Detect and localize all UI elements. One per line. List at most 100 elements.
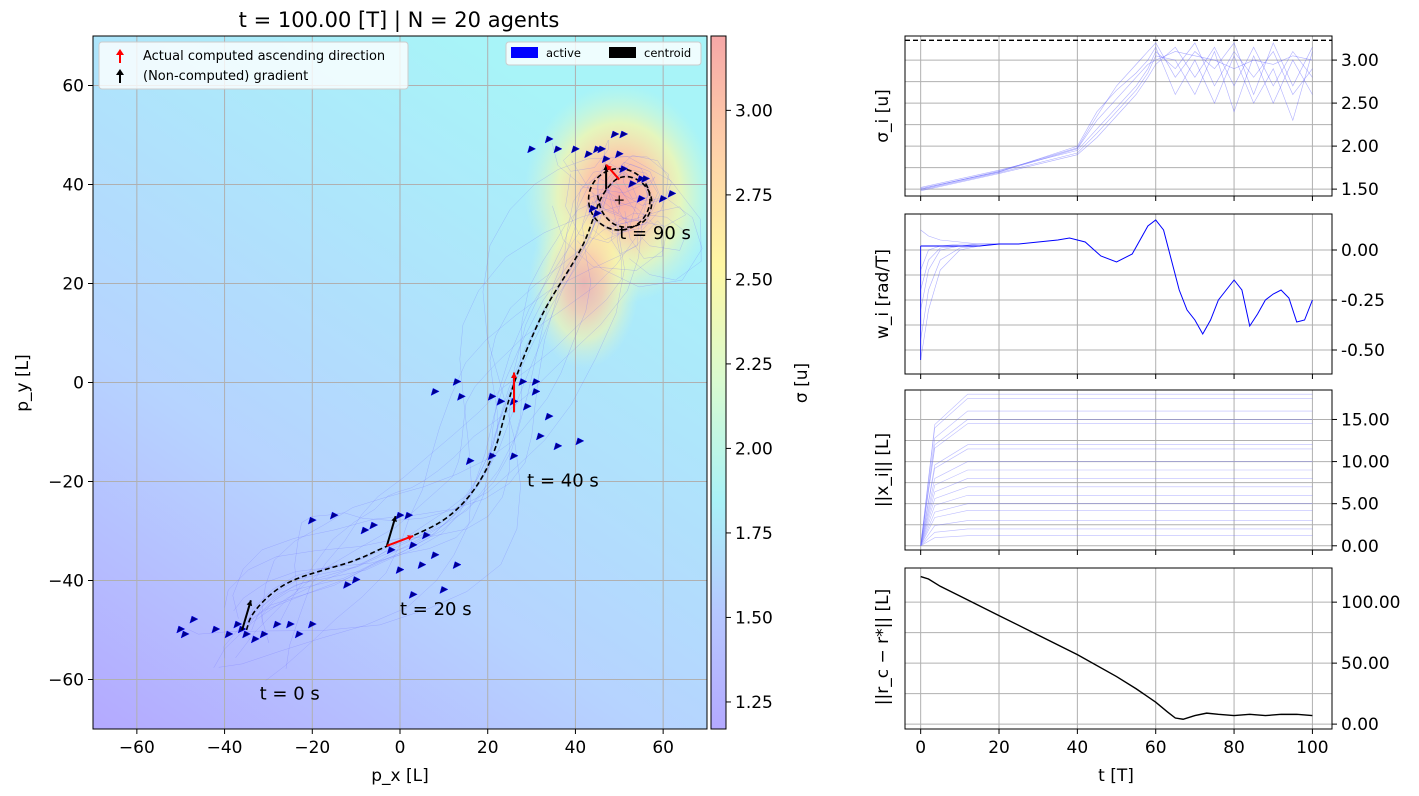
y-tick-label: 20 bbox=[62, 275, 84, 295]
agent-trail bbox=[235, 160, 687, 658]
subplot-frame bbox=[904, 35, 1333, 197]
agent-marker bbox=[395, 511, 405, 520]
main-ticks: −60 −40 −20 0 20 40 60 −60 −40 −20 0 20 40 60 bbox=[48, 77, 674, 759]
offset-series-line bbox=[920, 398, 1313, 546]
agent-trail bbox=[246, 168, 658, 624]
x-tick-label: −40 bbox=[207, 738, 243, 758]
agent-trail bbox=[189, 156, 702, 635]
agent-marker bbox=[329, 511, 339, 520]
x-tick-label: 80 bbox=[1223, 738, 1245, 758]
centroid-orbit-circle bbox=[587, 167, 651, 231]
y-tick-label: 60 bbox=[62, 77, 84, 97]
y-axis-label: p_y [L] bbox=[13, 354, 33, 412]
sigma-series-line bbox=[920, 46, 1313, 189]
omega-transient-line bbox=[920, 243, 1000, 291]
y-tick-label: 2.50 bbox=[1341, 94, 1379, 114]
sigma-series-line bbox=[920, 42, 1313, 188]
offset-series-line bbox=[920, 478, 1313, 546]
sigma-series-line bbox=[920, 42, 1313, 190]
agent-marker bbox=[619, 130, 629, 139]
active-swatch bbox=[511, 47, 538, 58]
subplot-distance: 0.00 50.00 100.00 0 20 40 60 80 100 ||r_c − r*||… bbox=[873, 567, 1400, 786]
agent-marker bbox=[614, 150, 624, 159]
agent-marker bbox=[395, 566, 405, 575]
omega-series-line bbox=[920, 219, 1313, 336]
main-map-panel: + −60 −40 −20 0 20 40 60 −60 −40 −20 0 20 40 60 t = 1… bbox=[13, 8, 708, 786]
centroid-path bbox=[245, 175, 653, 631]
offset-series-line bbox=[920, 423, 1313, 546]
colorbar-tick-label: 1.50 bbox=[735, 608, 773, 628]
agent-marker bbox=[272, 620, 282, 629]
y-tick-label: 0.00 bbox=[1341, 715, 1379, 735]
legend-status: active centroid bbox=[505, 41, 702, 66]
y-tick-label: 2.00 bbox=[1341, 137, 1379, 157]
agent-marker bbox=[211, 625, 221, 634]
agent-marker bbox=[641, 175, 651, 184]
x-tick-label: 40 bbox=[565, 738, 587, 758]
subplot-frame bbox=[904, 213, 1333, 375]
omega-transient-line bbox=[920, 229, 1000, 245]
offset-series-line bbox=[920, 393, 1313, 546]
subplot-frame bbox=[904, 567, 1333, 730]
colorbar: 1.25 1.50 1.75 2.00 2.25 2.50 2.75 3.00 σ [u] bbox=[710, 35, 812, 730]
time-annotations: t = 0 s t = 20 s t = 40 s t = 90 s bbox=[260, 223, 691, 704]
x-tick-label: 0 bbox=[915, 738, 926, 758]
centroid-swatch bbox=[609, 47, 636, 58]
chart-title: t = 100.00 [T] | N = 20 agents bbox=[239, 8, 560, 33]
y-tick-label: 0 bbox=[73, 374, 84, 394]
agent-marker bbox=[250, 635, 260, 644]
agent-marker bbox=[351, 576, 361, 584]
agent-marker bbox=[592, 145, 602, 154]
sigma-plot-area: 1.50 2.00 2.50 3.00 bbox=[904, 35, 1379, 201]
y-tick-label: -0.50 bbox=[1341, 341, 1385, 361]
agent-marker bbox=[294, 630, 304, 639]
x-tick-label: 40 bbox=[1067, 738, 1089, 758]
colorbar-tick-label: 2.50 bbox=[735, 270, 773, 290]
subplot-omega: 0.00 -0.25 -0.50 w_i [rad/T] bbox=[873, 213, 1385, 379]
legend-directions: Actual computed ascending direction (Non… bbox=[98, 41, 409, 90]
colorbar-tick-label: 3.00 bbox=[735, 101, 773, 121]
offset-series-line bbox=[920, 419, 1313, 546]
y-tick-label: −40 bbox=[48, 572, 84, 592]
agent-marker bbox=[259, 630, 269, 639]
subplot-offset: 0.00 5.00 10.00 15.00 ||x_i|| [L] bbox=[873, 389, 1390, 557]
arrow-head bbox=[511, 372, 517, 378]
offset-series-line bbox=[920, 469, 1313, 546]
colorbar-gradient bbox=[710, 35, 727, 730]
agent-marker bbox=[544, 412, 554, 421]
agent-trail bbox=[233, 155, 672, 612]
agent-marker bbox=[597, 145, 607, 154]
legend-label-active: active bbox=[546, 46, 581, 60]
offset-series-line bbox=[920, 535, 1313, 547]
offset-series-line bbox=[920, 410, 1313, 546]
agent-trail bbox=[276, 142, 656, 629]
x-tick-label: 100 bbox=[1296, 738, 1328, 758]
y-tick-label: 40 bbox=[62, 176, 84, 196]
agent-marker bbox=[307, 620, 317, 629]
agent-marker bbox=[487, 392, 497, 401]
agent-marker bbox=[628, 180, 638, 188]
colorbar-tick-label: 2.00 bbox=[735, 439, 773, 459]
annotation-t90: t = 90 s bbox=[619, 223, 691, 244]
y-tick-label: -0.25 bbox=[1341, 291, 1385, 311]
agent-marker bbox=[408, 590, 418, 599]
colorbar-tick-label: 2.75 bbox=[735, 186, 773, 206]
agent-marker bbox=[233, 620, 243, 629]
agent-marker bbox=[386, 546, 396, 555]
agent-marker bbox=[571, 145, 580, 154]
y-tick-label: 50.00 bbox=[1341, 654, 1390, 674]
agent-marker bbox=[619, 165, 629, 174]
y-tick-label: 3.00 bbox=[1341, 51, 1379, 71]
offset-series-line bbox=[920, 486, 1313, 546]
colorbar-label: σ [u] bbox=[792, 363, 812, 403]
sigma-series-line bbox=[920, 46, 1313, 192]
agent-marker bbox=[636, 194, 646, 203]
agent-marker bbox=[544, 135, 554, 144]
agent-marker bbox=[509, 452, 519, 461]
agent-marker bbox=[575, 437, 585, 446]
x-tick-label: 20 bbox=[477, 738, 499, 758]
agent-marker bbox=[496, 397, 506, 406]
y-tick-label: 10.00 bbox=[1341, 453, 1390, 473]
colorbar-ticks: 1.25 1.50 1.75 2.00 2.25 2.50 2.75 3.00 bbox=[726, 101, 773, 713]
agent-marker bbox=[610, 130, 620, 139]
